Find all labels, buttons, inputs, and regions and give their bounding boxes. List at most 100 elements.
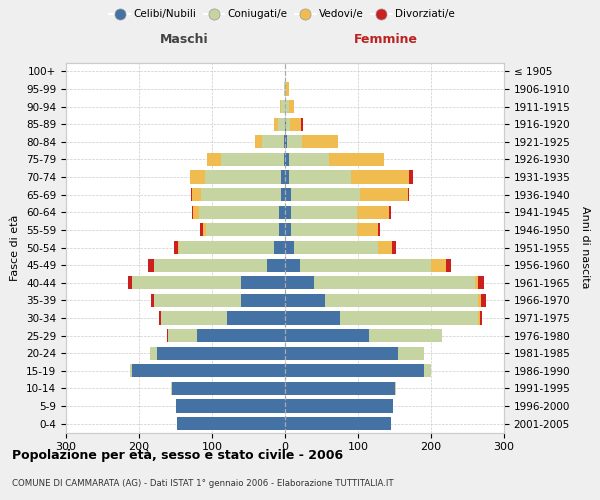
Bar [301, 118, 302, 131]
Text: Femmine: Femmine [354, 33, 418, 46]
Bar [285, 417, 391, 430]
Bar [389, 206, 391, 219]
Bar [191, 188, 192, 201]
Bar [205, 170, 281, 183]
Bar [407, 188, 409, 201]
Bar [176, 400, 285, 412]
Text: Popolazione per età, sesso e stato civile - 2006: Popolazione per età, sesso e stato civil… [12, 450, 343, 462]
Bar [179, 241, 274, 254]
Bar [285, 258, 299, 272]
Bar [398, 346, 424, 360]
Bar [280, 100, 281, 113]
Bar [286, 82, 289, 96]
Bar [299, 258, 431, 272]
Bar [193, 206, 199, 219]
Bar [171, 382, 172, 395]
Bar [446, 258, 451, 272]
Bar [281, 170, 285, 183]
Bar [262, 135, 284, 148]
Bar [356, 206, 389, 219]
Bar [227, 312, 285, 324]
Bar [128, 276, 132, 289]
Bar [340, 312, 478, 324]
Bar [285, 153, 289, 166]
Bar [395, 382, 396, 395]
Bar [285, 241, 294, 254]
Bar [241, 294, 285, 307]
Bar [177, 417, 285, 430]
Bar [392, 241, 396, 254]
Bar [206, 224, 279, 236]
Bar [190, 170, 205, 183]
Bar [478, 312, 480, 324]
Bar [161, 312, 227, 324]
Bar [356, 224, 379, 236]
Bar [481, 294, 487, 307]
Bar [480, 312, 482, 324]
Bar [279, 206, 285, 219]
Bar [302, 135, 338, 148]
Bar [291, 224, 356, 236]
Bar [314, 276, 475, 289]
Bar [274, 118, 278, 131]
Bar [285, 170, 289, 183]
Bar [255, 135, 262, 148]
Bar [424, 364, 431, 378]
Bar [281, 100, 285, 113]
Bar [151, 294, 154, 307]
Bar [478, 276, 484, 289]
Bar [148, 258, 154, 272]
Bar [285, 100, 289, 113]
Bar [274, 241, 285, 254]
Bar [285, 329, 369, 342]
Bar [159, 312, 161, 324]
Bar [289, 170, 350, 183]
Bar [197, 329, 285, 342]
Bar [285, 188, 291, 201]
Bar [285, 312, 340, 324]
Bar [207, 153, 221, 166]
Bar [150, 346, 157, 360]
Legend: Celibi/Nubili, Coniugati/e, Vedovi/e, Divorziati/e: Celibi/Nubili, Coniugati/e, Vedovi/e, Di… [105, 5, 459, 24]
Bar [285, 364, 424, 378]
Bar [285, 206, 291, 219]
Bar [289, 153, 329, 166]
Bar [289, 100, 295, 113]
Bar [285, 276, 314, 289]
Bar [201, 188, 281, 201]
Bar [168, 329, 197, 342]
Bar [475, 276, 478, 289]
Bar [199, 206, 279, 219]
Y-axis label: Anni di nascita: Anni di nascita [580, 206, 590, 289]
Bar [431, 258, 446, 272]
Bar [290, 118, 301, 131]
Bar [284, 135, 285, 148]
Bar [281, 188, 285, 201]
Bar [285, 135, 287, 148]
Bar [350, 170, 409, 183]
Bar [478, 294, 481, 307]
Bar [191, 206, 193, 219]
Bar [132, 364, 285, 378]
Bar [285, 82, 286, 96]
Bar [130, 364, 132, 378]
Bar [174, 241, 178, 254]
Bar [172, 382, 285, 395]
Bar [291, 206, 356, 219]
Bar [284, 153, 285, 166]
Bar [294, 241, 378, 254]
Bar [369, 329, 442, 342]
Bar [287, 135, 302, 148]
Bar [291, 188, 360, 201]
Bar [241, 276, 285, 289]
Bar [325, 294, 478, 307]
Bar [178, 241, 179, 254]
Bar [284, 82, 285, 96]
Bar [167, 329, 168, 342]
Bar [203, 224, 206, 236]
Bar [285, 382, 395, 395]
Text: Maschi: Maschi [160, 33, 209, 46]
Bar [285, 294, 325, 307]
Bar [192, 188, 201, 201]
Bar [278, 118, 285, 131]
